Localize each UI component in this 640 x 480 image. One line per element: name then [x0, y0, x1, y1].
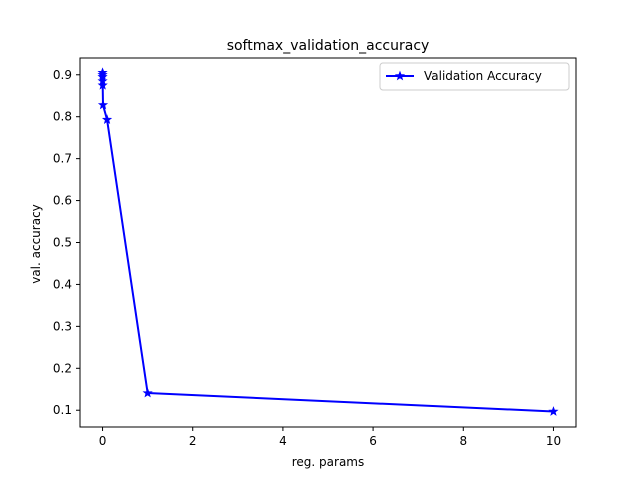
y-tick-label: 0.8 [53, 110, 72, 124]
y-axis: 0.1 0.2 0.3 0.4 0.5 0.6 0.7 0.8 0.9 [53, 68, 80, 417]
legend-marker-star-icon [394, 70, 406, 81]
chart-title: softmax_validation_accuracy [227, 38, 430, 54]
y-axis-label: val. accuracy [29, 204, 43, 284]
data-point [101, 114, 113, 124]
x-axis-label: reg. params [292, 455, 365, 469]
y-tick-label: 0.6 [53, 194, 72, 208]
legend: Validation Accuracy [379, 62, 570, 91]
data-point [142, 387, 153, 398]
y-tick-label: 0.2 [53, 361, 72, 375]
y-tick-label: 0.3 [53, 319, 72, 333]
x-tick-label: 6 [369, 434, 377, 448]
x-tick-label: 8 [459, 434, 467, 448]
y-tick-label: 0.9 [53, 68, 72, 82]
series-layer [97, 67, 559, 416]
x-tick-label: 10 [546, 434, 561, 448]
legend-star [394, 70, 406, 81]
data-point [97, 79, 108, 90]
x-tick-label: 4 [279, 434, 287, 448]
x-tick-label: 2 [189, 434, 197, 448]
x-axis: 0 2 4 6 8 10 [99, 427, 561, 448]
y-tick-label: 0.4 [53, 277, 72, 291]
y-tick-label: 0.7 [53, 152, 72, 166]
data-point [548, 406, 559, 416]
y-tick-label: 0.1 [53, 403, 72, 417]
data-point [97, 99, 109, 110]
x-tick-label: 0 [99, 434, 107, 448]
y-tick-label: 0.5 [53, 236, 72, 250]
legend-box [379, 62, 570, 91]
legend-label: Validation Accuracy [424, 69, 542, 83]
